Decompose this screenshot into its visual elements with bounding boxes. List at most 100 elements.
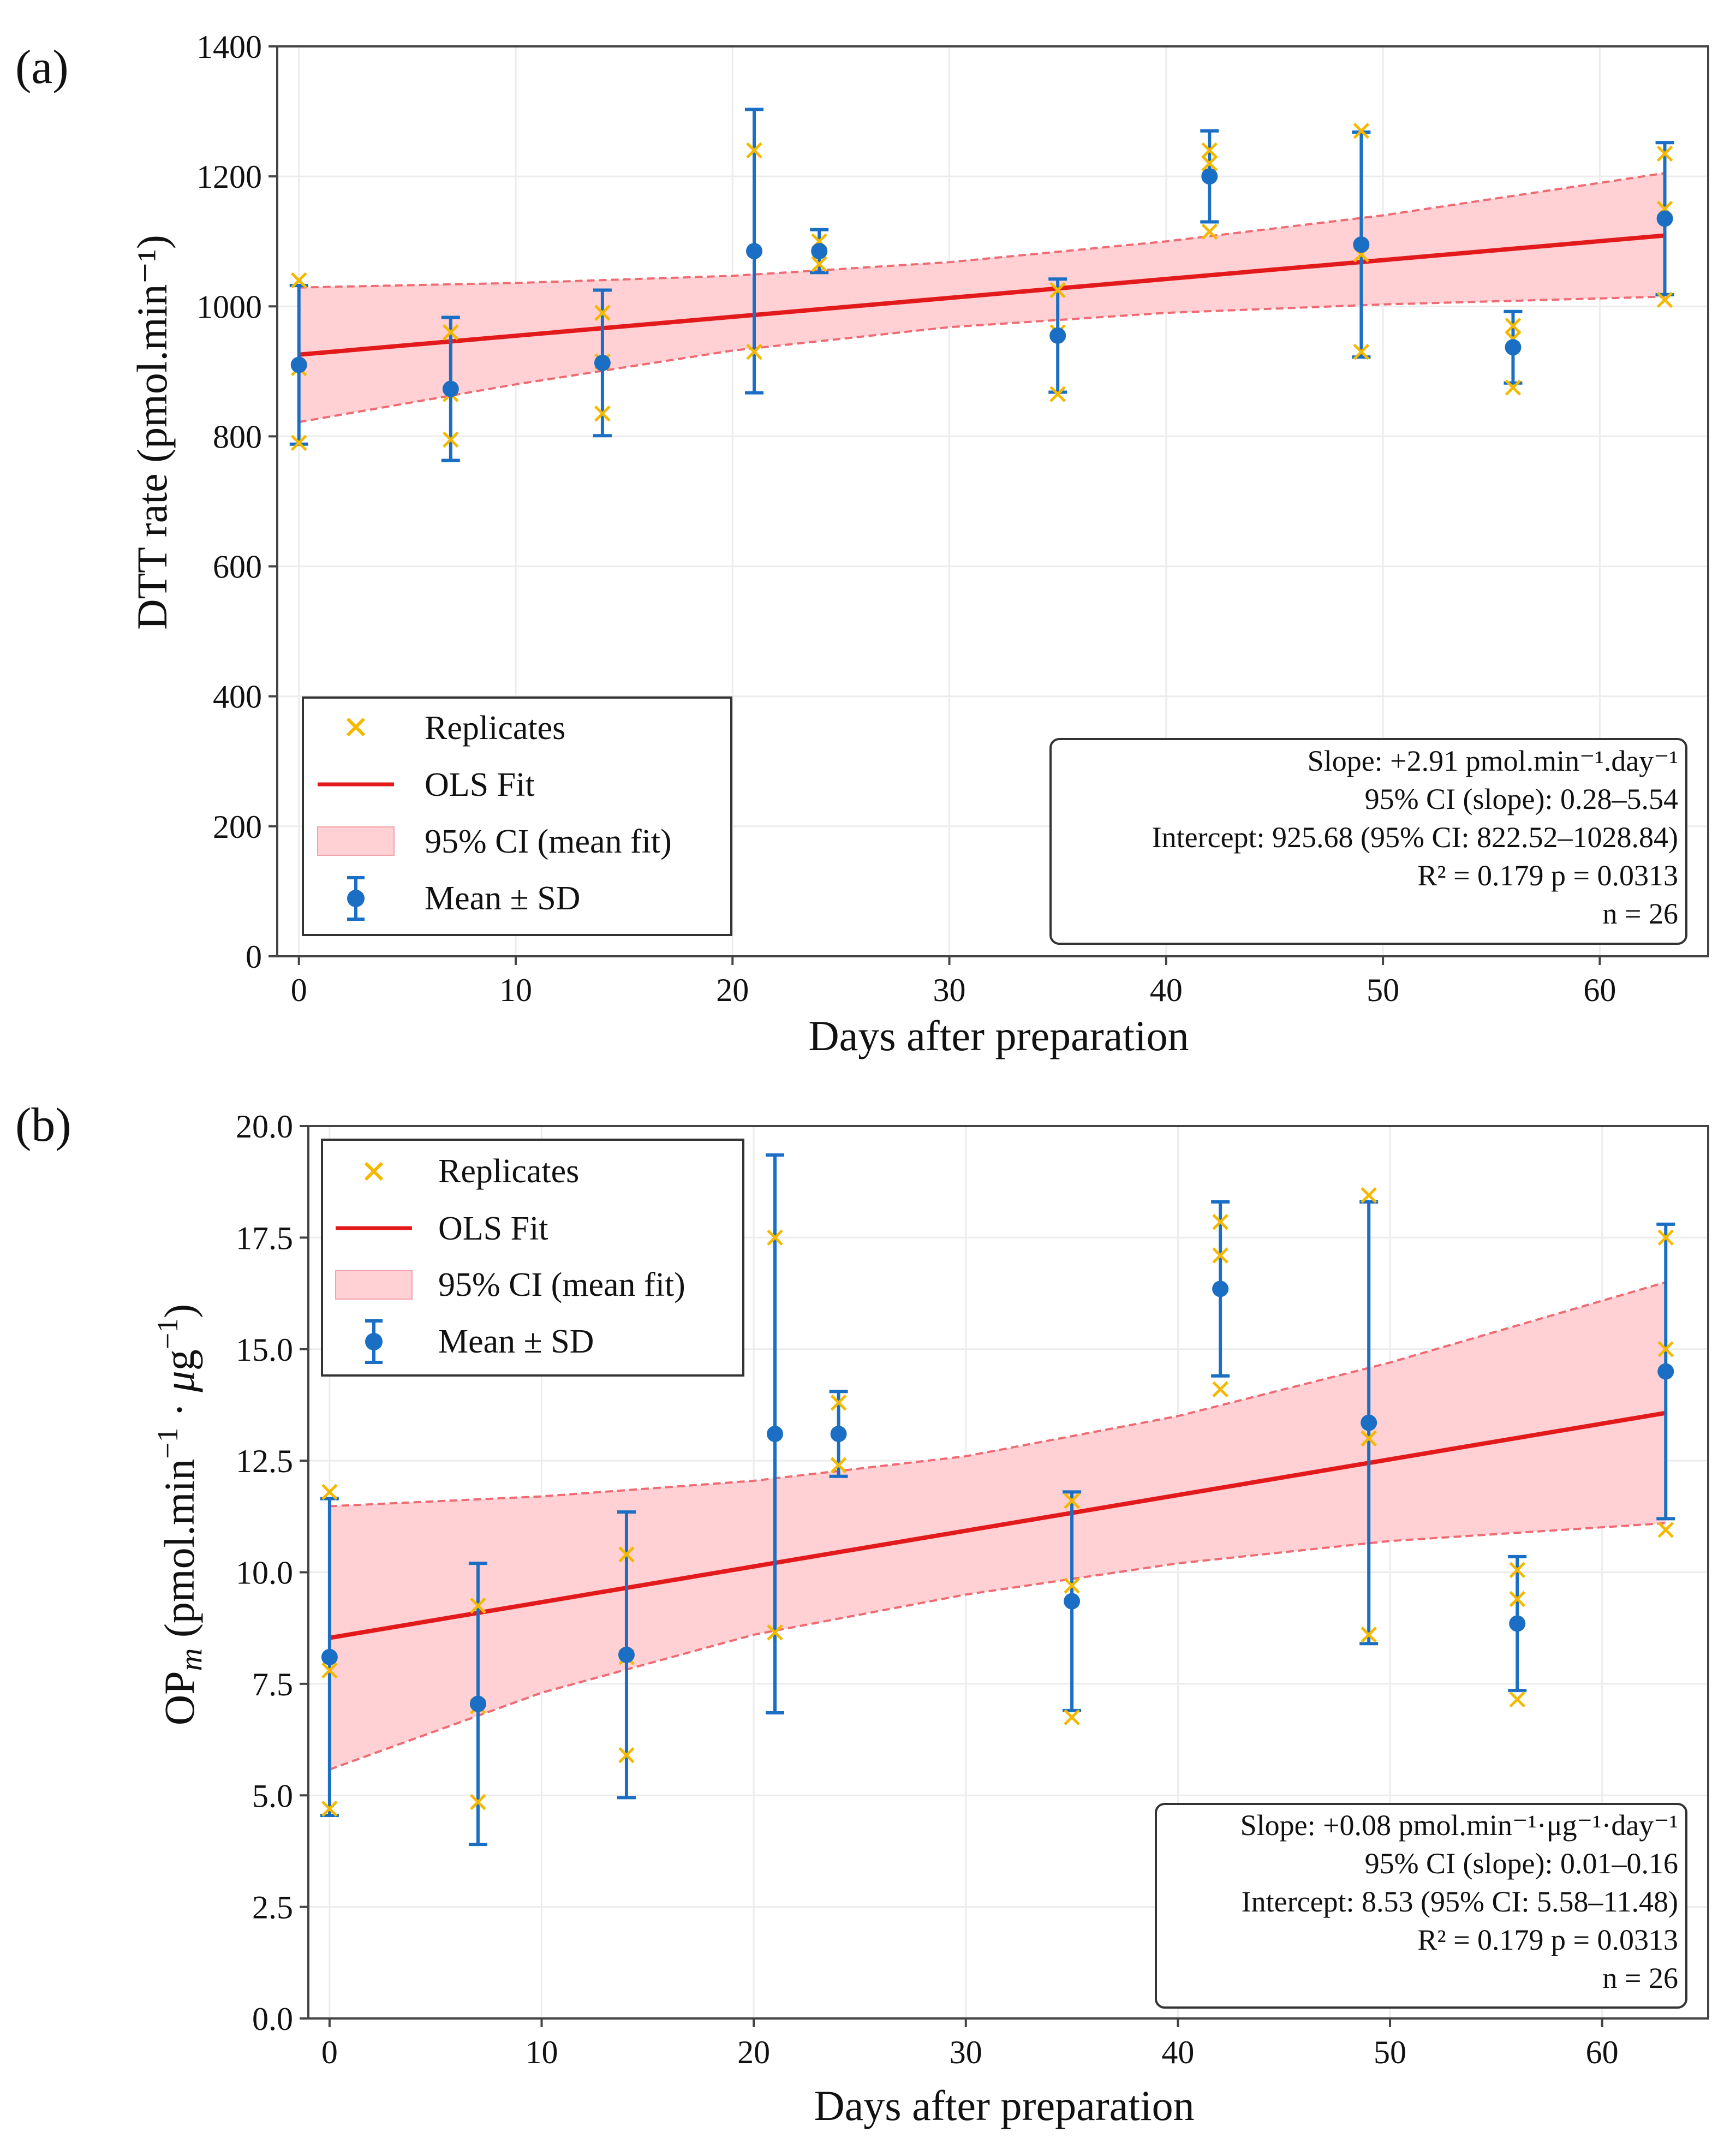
replicate-point <box>1656 145 1673 162</box>
replicate-stroke <box>1353 343 1370 360</box>
panel-b-ylabel: OPm (pmol.min−1 · μg−1) <box>151 1304 208 1725</box>
panel-b-stat-n: n = 26 <box>1603 1962 1678 1994</box>
panel-a-stat-slope-ci: 95% CI (slope): 0.28–5.54 <box>1365 783 1678 815</box>
panel-b-legend: Replicates OLS Fit 95% CI (mean fit) Mea… <box>321 1139 744 1377</box>
mean-point <box>1353 236 1370 253</box>
replicate-point <box>1212 1213 1228 1230</box>
x-tick-label: 50 <box>1374 2034 1406 2070</box>
replicate-point <box>618 1747 635 1764</box>
ols-fit-line <box>329 1410 1666 1640</box>
mean-point <box>469 1695 486 1712</box>
mean-point <box>321 1648 338 1665</box>
panel-a-ylabel: DTT rate (pmol.min⁻¹) <box>128 235 176 630</box>
replicate-stroke <box>1505 318 1522 334</box>
panel-a-legend: Replicates OLS Fit 95% CI (mean fit) Mea… <box>302 696 732 936</box>
x-tick-label: 10 <box>499 972 532 1008</box>
panel-a-legend-ols: OLS Fit <box>425 766 535 803</box>
mean-point <box>1505 339 1522 356</box>
panel-a-letter: (a) <box>15 41 69 94</box>
replicate-stroke <box>1201 155 1218 172</box>
y-tick-label: 400 <box>213 679 262 715</box>
replicate-stroke <box>746 142 762 159</box>
replicate-stroke <box>1509 1562 1525 1579</box>
replicate-point <box>1509 1591 1525 1607</box>
y-tick-label: 7.5 <box>252 1666 293 1702</box>
replicate-stroke <box>767 1624 783 1641</box>
x-tick-label: 20 <box>716 972 749 1008</box>
replicate-point <box>1505 318 1522 334</box>
mean-point <box>767 1426 783 1443</box>
y-tick-label: 0 <box>246 939 262 975</box>
replicate-point <box>1212 1381 1228 1398</box>
panel-a-legend-frame <box>302 696 732 936</box>
mean-point <box>1201 168 1218 185</box>
replicate-point <box>443 324 459 341</box>
mean-point <box>290 356 307 373</box>
mean-point <box>618 1646 635 1663</box>
replicate-point <box>1657 1229 1674 1246</box>
replicate-point <box>830 1395 847 1411</box>
replicate-stroke <box>1049 386 1066 402</box>
mean-point <box>830 1426 847 1443</box>
panel-a-xlabel: Days after preparation <box>808 1012 1189 1059</box>
replicate-stroke <box>1064 1577 1080 1594</box>
replicate-stroke <box>1657 1522 1674 1538</box>
replicate-point <box>1201 155 1218 172</box>
y-tick-label: 15.0 <box>236 1332 293 1368</box>
replicate-point <box>767 1229 783 1246</box>
panel-b-stats-box: Slope: +0.08 pmol.min⁻¹·μg⁻¹·day⁻¹ 95% C… <box>1155 1803 1687 2009</box>
replicate-stroke <box>290 272 307 289</box>
replicate-stroke <box>470 1794 486 1811</box>
replicate-point <box>1509 1691 1525 1708</box>
replicate-stroke <box>830 1457 847 1474</box>
replicate-point <box>470 1598 486 1614</box>
panel-b-stat-intercept: Intercept: 8.53 (95% CI: 5.58–11.48) <box>1242 1885 1678 1918</box>
panel-a-stat-intercept: Intercept: 925.68 (95% CI: 822.52–1028.8… <box>1152 821 1678 854</box>
replicate-point <box>443 431 459 448</box>
replicate-stroke <box>1064 1709 1080 1725</box>
panel-a-stats-frame <box>1049 738 1687 945</box>
panel-b-stat-slope-ci: 95% CI (slope): 0.01–0.16 <box>1365 1847 1678 1880</box>
replicate-point <box>1657 1341 1674 1357</box>
panel-a-legend-replicates: Replicates <box>425 710 565 747</box>
panel-b-legend-replicates: Replicates <box>438 1153 579 1190</box>
replicate-stroke <box>811 256 827 272</box>
replicate-stroke <box>618 1546 635 1563</box>
replicate-point <box>1049 282 1066 299</box>
replicate-stroke <box>767 1229 783 1246</box>
y-tick-label: 1200 <box>196 159 262 195</box>
x-tick-label: 0 <box>291 972 307 1008</box>
plot-frame <box>276 45 1709 957</box>
replicate-stroke <box>1361 1430 1377 1447</box>
y-tick-label: 800 <box>213 419 262 455</box>
replicate-point <box>594 305 611 321</box>
replicate-stroke <box>321 1484 338 1500</box>
panel-b-legend-frame <box>321 1139 744 1377</box>
panel-b-legend-ci: 95% CI (mean fit) <box>438 1266 685 1303</box>
panel-a-stat-n: n = 26 <box>1603 897 1678 930</box>
mean-point <box>1509 1615 1526 1632</box>
panel-a-legend-ci: 95% CI (mean fit) <box>425 823 672 860</box>
legend-replicate-marker <box>346 717 366 737</box>
ci-upper-edge <box>329 1281 1666 1508</box>
replicate-stroke <box>1657 1229 1674 1246</box>
replicate-stroke <box>470 1598 486 1614</box>
replicate-point <box>1509 1562 1525 1579</box>
x-tick-label: 20 <box>737 2034 770 2070</box>
panel-b: (b) 0 10 20 30 40 50 60 0.0 2.5 5.0 7.5 10.0 12.5 15.… <box>15 1099 1709 2129</box>
x-tick-label: 60 <box>1586 2034 1619 2070</box>
y-tick-label: 0.0 <box>252 2001 293 2037</box>
panel-a-legend-mean-sd: Mean ± SD <box>425 880 580 917</box>
y-tick-label: 1400 <box>196 29 262 65</box>
x-tick-label: 30 <box>950 2034 982 2070</box>
panel-b-legend-ols: OLS Fit <box>438 1210 548 1247</box>
replicate-stroke <box>594 405 611 422</box>
y-tick-label: 600 <box>213 549 262 585</box>
replicate-point <box>290 434 307 451</box>
y-tick-label: 2.5 <box>252 1890 293 1926</box>
mean-point <box>1656 210 1673 227</box>
legend-mean-sd-marker <box>347 876 365 921</box>
replicate-stroke <box>1064 1492 1080 1509</box>
panel-a-stats-box: Slope: +2.91 pmol.min⁻¹.day⁻¹ 95% CI (sl… <box>1049 738 1687 945</box>
replicate-stroke <box>1657 1341 1674 1357</box>
